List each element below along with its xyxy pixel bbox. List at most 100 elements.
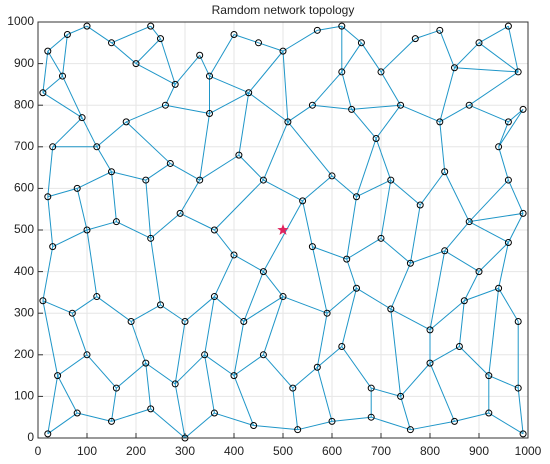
edge (145, 180, 152, 239)
edge (390, 263, 411, 310)
edge (86, 229, 98, 297)
node (54, 372, 62, 380)
node (353, 193, 360, 201)
edge (263, 354, 294, 389)
node (299, 197, 307, 205)
edge (287, 104, 313, 123)
edge (62, 75, 83, 118)
edge (380, 237, 411, 264)
edge (346, 196, 357, 260)
x-tick-label: 600 (322, 444, 342, 458)
edge (302, 200, 313, 247)
node (83, 226, 91, 234)
edge (135, 63, 176, 85)
edge (356, 138, 377, 197)
edge (209, 75, 249, 94)
edge (464, 287, 499, 302)
edge (116, 221, 151, 239)
edge (341, 346, 372, 389)
node (279, 293, 287, 301)
edge (341, 71, 353, 110)
node (504, 118, 512, 126)
edge (253, 425, 298, 431)
node (495, 143, 503, 151)
edge (126, 104, 166, 123)
edge (130, 321, 147, 364)
node (377, 68, 385, 76)
node (63, 30, 71, 38)
edge (292, 388, 299, 430)
edge (454, 42, 480, 69)
edge (62, 34, 68, 77)
edge (86, 354, 117, 389)
edge (316, 367, 333, 422)
edge (130, 304, 161, 322)
node (387, 176, 395, 184)
edge (111, 25, 151, 44)
edge (312, 246, 347, 260)
edge (179, 212, 215, 231)
edge (135, 38, 161, 64)
edge (282, 29, 318, 52)
node (308, 101, 316, 109)
edge (429, 250, 446, 330)
edge (96, 121, 127, 148)
node (259, 268, 267, 276)
edge (498, 146, 509, 181)
edge (346, 258, 357, 289)
edge (258, 42, 284, 52)
node (436, 26, 444, 34)
edge (498, 242, 509, 289)
node (157, 301, 164, 309)
node (73, 409, 81, 417)
node (44, 430, 52, 438)
node (338, 342, 346, 350)
edge (233, 321, 245, 376)
edge (292, 366, 318, 389)
node (416, 201, 424, 209)
node (235, 151, 243, 159)
node (455, 342, 463, 350)
node (387, 305, 395, 313)
edge (57, 354, 88, 377)
edge (213, 254, 235, 297)
edge (47, 146, 54, 197)
node (171, 380, 179, 388)
node (357, 39, 365, 47)
edge (52, 229, 88, 248)
node (514, 68, 522, 76)
edge (507, 213, 524, 243)
edge (111, 42, 137, 64)
edge (165, 104, 210, 115)
node (323, 309, 331, 317)
edge (184, 412, 215, 439)
node (460, 297, 468, 305)
edge (415, 29, 440, 40)
edge (346, 237, 382, 260)
edge (458, 300, 465, 347)
x-tick-label: 400 (224, 444, 244, 458)
edge (439, 67, 455, 122)
node (514, 384, 522, 392)
edge (331, 175, 357, 198)
edge (184, 296, 215, 322)
node (475, 268, 483, 276)
node (161, 101, 169, 109)
edge (150, 238, 161, 305)
node (210, 226, 218, 234)
node (475, 39, 483, 47)
edge (199, 55, 210, 77)
node (230, 30, 238, 38)
edge (111, 388, 117, 422)
node (313, 26, 321, 34)
edge (439, 30, 455, 68)
edge (360, 42, 382, 73)
node (406, 426, 414, 434)
edge (111, 171, 146, 181)
node (245, 89, 253, 97)
x-tick-label: 0 (35, 444, 42, 458)
node (93, 143, 101, 151)
x-tick-label: 500 (273, 444, 293, 458)
node (181, 318, 189, 326)
y-tick-label: 0 (27, 430, 34, 444)
